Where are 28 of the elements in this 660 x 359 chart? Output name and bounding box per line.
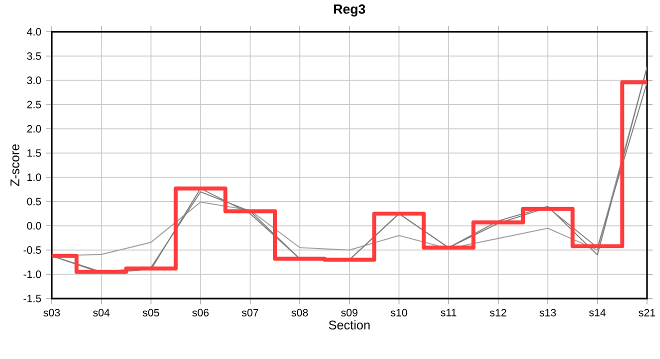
y-tick-label: 1.0 (27, 173, 42, 181)
y-tick-label: 3.5 (27, 52, 41, 60)
y-tick-label: -1.5 (24, 294, 41, 302)
x-tick-label: s07 (242, 308, 258, 316)
x-tick-label: s06 (192, 308, 209, 316)
y-tick-label: 2.0 (27, 124, 42, 132)
x-tick-label: s21 (638, 308, 656, 316)
y-tick-label: -0.5 (24, 246, 41, 254)
x-tick-label: s05 (142, 308, 160, 316)
x-axis-title: Section (328, 320, 370, 330)
x-tick-label: s08 (292, 308, 308, 316)
y-axis-title: Z-score (10, 144, 20, 186)
x-tick-label: s11 (440, 308, 456, 316)
x-tick-label: s03 (44, 308, 60, 316)
y-tick-label: 2.5 (27, 100, 41, 108)
y-tick-label: 0.0 (27, 222, 42, 230)
x-tick-label: s09 (341, 308, 358, 316)
x-tick-label: s14 (589, 308, 606, 316)
x-tick-label: s12 (490, 308, 506, 316)
y-tick-label: -1.0 (24, 270, 42, 278)
y-tick-label: 4.0 (26, 28, 42, 36)
x-tick-label: s10 (390, 308, 408, 316)
y-tick-label: 0.5 (27, 198, 41, 206)
x-tick-label: s04 (93, 308, 110, 316)
chart-title: Reg3 (334, 4, 366, 16)
x-tick-label: s13 (540, 308, 556, 316)
y-tick-label: 3.0 (27, 76, 42, 84)
y-tick-label: 1.5 (27, 149, 41, 157)
